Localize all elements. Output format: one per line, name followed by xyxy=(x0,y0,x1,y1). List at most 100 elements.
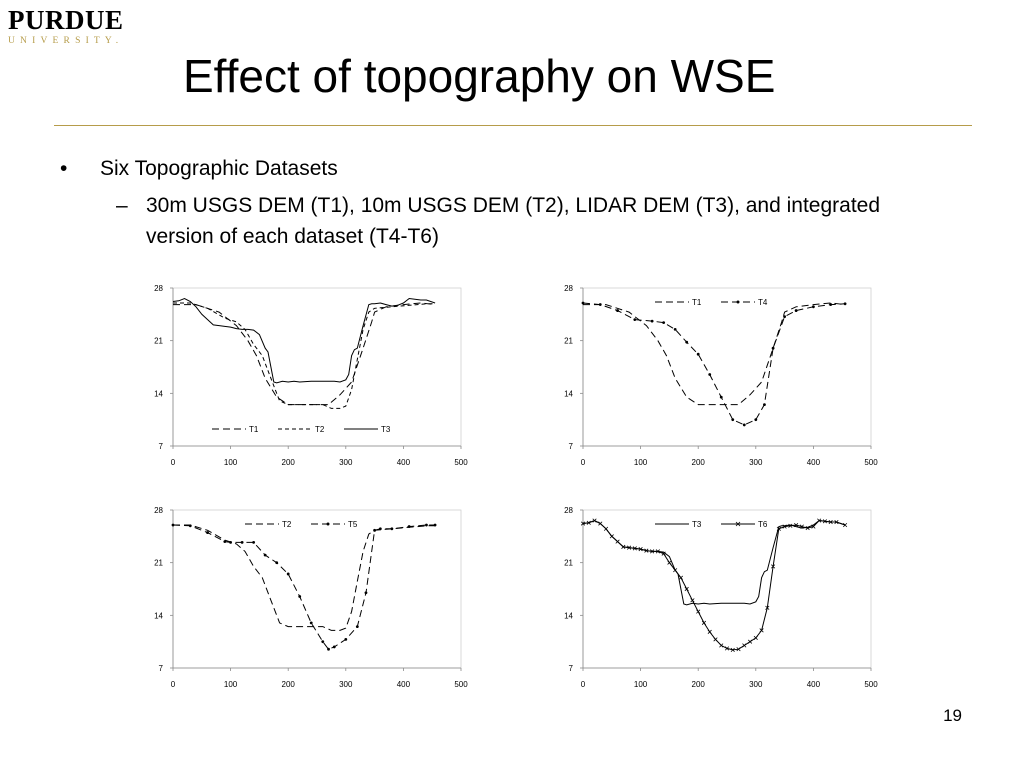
x-tick-label: 500 xyxy=(454,458,468,467)
bullet-level2: – 30m USGS DEM (T1), 10m USGS DEM (T2), … xyxy=(116,190,936,252)
data-point-t5 xyxy=(286,572,290,576)
data-point-t4 xyxy=(650,319,654,323)
data-point-t6 xyxy=(615,539,620,544)
legend-item-t3: T3 xyxy=(655,520,702,529)
legend-label: T1 xyxy=(692,298,702,307)
chart-svg: 7 14 21 28 0 100 200 300 400 500 T1 T4 xyxy=(564,284,878,467)
data-point-t6 xyxy=(684,586,689,592)
page-number: 19 xyxy=(943,706,962,725)
data-point-t6 xyxy=(828,519,833,525)
logo-wordmark: PURDUE xyxy=(8,5,124,35)
y-tick-label: 7 xyxy=(159,664,164,673)
data-point-t4 xyxy=(829,303,833,306)
legend-item-t5: T5 xyxy=(311,520,358,529)
data-point-t4 xyxy=(794,309,798,312)
data-point-t6 xyxy=(765,605,770,610)
data-point-t6 xyxy=(580,521,586,526)
chart-t1-t2-t3: 7 14 21 28 0 100 200 300 400 500 T1 T2 T3 xyxy=(140,280,470,480)
x-tick-label: 100 xyxy=(634,680,648,689)
data-point-t4 xyxy=(633,318,637,321)
chart-svg: 7 14 21 28 0 100 200 300 400 500 T3 T6 xyxy=(564,506,878,689)
series-line-t2 xyxy=(173,302,436,409)
x-tick-label: 100 xyxy=(224,458,238,467)
data-point-t4 xyxy=(763,403,766,407)
data-point-t5 xyxy=(355,625,359,629)
y-tick-label: 21 xyxy=(564,559,573,568)
legend-marker xyxy=(735,521,741,527)
data-point-t6 xyxy=(817,518,822,523)
legend-label: T2 xyxy=(282,520,292,529)
chart-t2-t5: 7 14 21 28 0 100 200 300 400 500 T2 T5 xyxy=(140,502,470,702)
bullet-text: Six Topographic Datasets xyxy=(100,157,338,180)
data-point-t6 xyxy=(842,522,848,528)
purdue-logo: PURDUE UNIVERSITY. xyxy=(8,6,150,46)
data-point-t5 xyxy=(425,523,428,527)
x-tick-label: 400 xyxy=(397,458,411,467)
data-point-t6 xyxy=(655,549,660,554)
data-point-t5 xyxy=(364,591,368,595)
data-point-t5 xyxy=(327,647,330,651)
data-point-t6 xyxy=(736,647,741,652)
series-line-t4 xyxy=(582,302,846,426)
series-line-t2 xyxy=(173,524,436,631)
series-line-t6 xyxy=(582,519,846,651)
series-line-t3 xyxy=(172,297,436,384)
chart-t1-t4: 7 14 21 28 0 100 200 300 400 500 T1 T4 xyxy=(550,280,880,480)
data-point-t6 xyxy=(650,549,655,554)
data-point-t6 xyxy=(730,647,735,653)
data-point-t6 xyxy=(609,534,614,539)
data-point-t4 xyxy=(783,315,786,318)
data-point-t5 xyxy=(378,527,382,531)
data-point-t4 xyxy=(708,373,712,376)
data-point-t4 xyxy=(719,395,723,399)
data-point-t6 xyxy=(811,524,816,529)
plot-area xyxy=(582,509,872,669)
x-tick-label: 200 xyxy=(692,680,706,689)
y-tick-label: 28 xyxy=(564,506,573,515)
data-point-t6 xyxy=(690,598,695,603)
y-tick-label: 21 xyxy=(154,559,163,568)
slide-title: Effect of topography on WSE xyxy=(183,50,776,102)
series-line-t5 xyxy=(172,524,436,650)
data-point-t4 xyxy=(616,309,619,312)
y-tick-label: 7 xyxy=(159,442,164,451)
title-divider xyxy=(54,125,972,126)
data-point-t4 xyxy=(731,418,735,422)
data-point-t6 xyxy=(788,523,793,528)
data-point-t6 xyxy=(805,525,810,531)
data-point-t5 xyxy=(229,540,232,544)
data-point-t6 xyxy=(603,526,609,531)
data-point-t5 xyxy=(298,595,302,598)
legend-label: T3 xyxy=(692,520,702,529)
data-point-t6 xyxy=(799,524,804,529)
x-tick-label: 100 xyxy=(224,680,238,689)
x-tick-label: 0 xyxy=(581,680,586,689)
data-point-t5 xyxy=(373,528,376,532)
data-point-t5 xyxy=(188,524,192,528)
data-point-t5 xyxy=(309,621,313,625)
x-tick-label: 500 xyxy=(864,458,878,467)
x-tick-label: 200 xyxy=(692,458,706,467)
y-tick-label: 7 xyxy=(569,442,574,451)
data-point-t6 xyxy=(759,628,764,633)
data-point-t5 xyxy=(344,638,348,641)
legend-item-t2: T2 xyxy=(245,520,292,529)
data-point-t6 xyxy=(598,521,603,526)
y-tick-label: 21 xyxy=(564,337,573,346)
data-point-t6 xyxy=(724,646,730,651)
data-point-t6 xyxy=(776,526,781,531)
data-point-t4 xyxy=(754,418,758,422)
data-point-t6 xyxy=(719,643,724,648)
legend-item-t2: T2 xyxy=(278,425,325,434)
x-tick-label: 0 xyxy=(171,680,176,689)
data-point-t5 xyxy=(332,645,336,649)
data-point-t6 xyxy=(678,575,684,580)
logo-university: UNIVERSITY. xyxy=(8,36,124,46)
legend-label: T4 xyxy=(758,298,768,307)
plot-area xyxy=(172,287,462,447)
data-point-t6 xyxy=(626,545,632,550)
data-point-t6 xyxy=(667,560,672,565)
x-tick-label: 300 xyxy=(339,680,353,689)
data-point-t6 xyxy=(586,520,591,525)
x-tick-label: 300 xyxy=(339,458,353,467)
